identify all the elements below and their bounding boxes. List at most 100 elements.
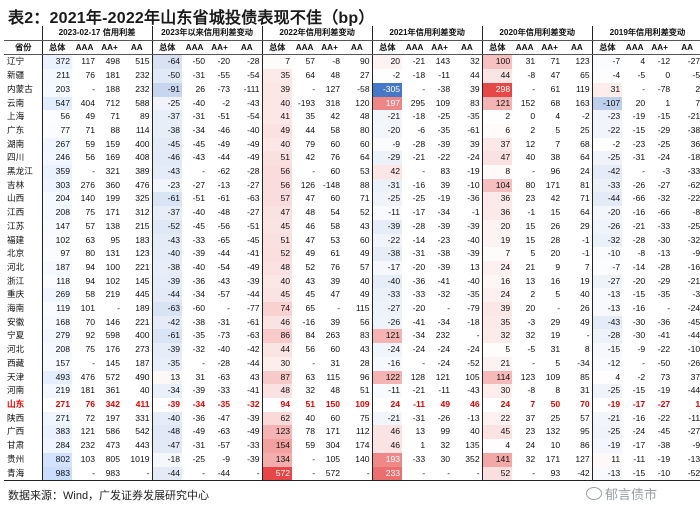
value-cell: 169 bbox=[105, 152, 120, 163]
value-cell: - bbox=[312, 357, 316, 368]
value-cell: -27 bbox=[371, 302, 403, 316]
value-cell: -15 bbox=[632, 385, 646, 396]
value-cell: -19 bbox=[591, 397, 623, 412]
value-cell: -26 bbox=[371, 315, 403, 330]
value-cell: 123 bbox=[520, 371, 536, 382]
value-cell: -40 bbox=[467, 234, 480, 245]
value-cell: -35 bbox=[217, 398, 231, 409]
data-source-note: 数据来源：Wind，广发证券发展研究中心 bbox=[8, 490, 210, 502]
value-cell: -19 bbox=[632, 111, 646, 122]
value-cell: 126 bbox=[300, 179, 316, 190]
value-cell: -63 bbox=[151, 302, 183, 316]
value-cell: 51 bbox=[261, 233, 293, 248]
value-cell: 7 bbox=[261, 54, 293, 70]
value-cell: 79 bbox=[305, 138, 316, 149]
value-cell: 5 bbox=[530, 248, 536, 259]
value-cell: 100 bbox=[481, 54, 513, 70]
table-row: 福建 102 63 95 183 -43 -33 -65 -45 51 47 53 60 -22 -14 -2… bbox=[4, 233, 700, 248]
value-cell: 58 bbox=[85, 289, 95, 300]
value-cell: -39 bbox=[247, 275, 260, 286]
value-cell: 105 bbox=[325, 453, 341, 464]
table-row: 湖南 267 59 159 400 -45 -45 -49 -49 40 79 60 60 -9 -28 -3… bbox=[4, 137, 700, 152]
province-cell: 浙江 bbox=[4, 274, 42, 289]
value-cell: -24 bbox=[467, 344, 480, 355]
value-cell: -10 bbox=[591, 247, 623, 261]
value-cell: 96 bbox=[360, 371, 370, 382]
value-cell: - bbox=[342, 466, 373, 482]
value-cell: 40 bbox=[261, 137, 293, 152]
value-cell: -33 bbox=[371, 288, 403, 303]
value-cell: 49 bbox=[261, 123, 293, 138]
value-cell: -44 bbox=[151, 466, 183, 482]
province-cell: 安徽 bbox=[4, 315, 42, 330]
value-cell: - bbox=[232, 466, 263, 482]
province-cell: 甘肃 bbox=[4, 439, 42, 453]
value-cell: 493 bbox=[41, 370, 72, 385]
value-cell: 276 bbox=[80, 179, 95, 190]
value-cell: 65 bbox=[580, 70, 590, 81]
sub-header: 总体 bbox=[371, 40, 403, 56]
value-cell: 232 bbox=[135, 70, 150, 81]
value-cell: 43 bbox=[360, 220, 370, 231]
group-header-row: 2023-02-17 信用利差 2023年以来信用利差变动 2022年信用利差变动 2… bbox=[4, 26, 700, 41]
value-cell: -20 bbox=[412, 303, 426, 314]
value-cell: 318 bbox=[325, 97, 341, 108]
value-cell: -34 bbox=[192, 289, 206, 300]
value-cell: 181 bbox=[80, 385, 95, 396]
value-cell: 35 bbox=[481, 315, 513, 330]
value-cell: 24 bbox=[481, 397, 513, 412]
value-cell: -7 bbox=[591, 54, 623, 70]
value-cell: -23 bbox=[151, 178, 183, 193]
value-cell: 56 bbox=[261, 178, 293, 193]
value-cell: -13 bbox=[467, 412, 480, 423]
province-cell: 河南 bbox=[4, 384, 42, 398]
value-cell: -11 bbox=[633, 453, 646, 464]
value-cell: - bbox=[642, 83, 646, 94]
table-row: 甘肃 284 232 473 443 -47 -31 -57 -33 154 59 304 174 46 1… bbox=[4, 439, 700, 453]
value-cell: 30 bbox=[481, 384, 513, 398]
value-cell: -20 bbox=[371, 123, 403, 138]
value-cell: 49 bbox=[360, 289, 370, 300]
value-cell: 372 bbox=[41, 54, 72, 70]
sub-header: AA bbox=[232, 40, 263, 56]
table-row: 海南 119 101-189 -63 -60- -77 74 65-115 -27 -20- -79… bbox=[4, 302, 700, 316]
value-cell: 138 bbox=[105, 220, 120, 231]
value-cell: 47 bbox=[550, 70, 561, 81]
value-cell: 208 bbox=[41, 343, 72, 357]
value-cell: 171 bbox=[545, 179, 561, 190]
value-cell: 64 bbox=[360, 152, 370, 163]
value-cell: 26 bbox=[580, 303, 590, 314]
table-row: 吉林 303 276 360 476 -23 -27 -13 -27 56 126 -148 88 -31… bbox=[4, 178, 700, 193]
value-cell: 83 bbox=[440, 166, 451, 177]
value-cell: - bbox=[337, 303, 341, 314]
table-row: 西藏 157-145 187 -35- -28 -44 30-31 28 -16- -24 -52 2… bbox=[4, 356, 700, 371]
value-cell: -17 bbox=[412, 207, 426, 218]
value-cell: 99 bbox=[440, 426, 451, 437]
value-cell: - bbox=[642, 166, 646, 177]
value-cell: - bbox=[452, 466, 483, 482]
value-cell: 400 bbox=[135, 138, 150, 149]
value-cell: -31 bbox=[371, 178, 403, 193]
value-cell: - bbox=[292, 466, 318, 482]
value-cell: -51 bbox=[217, 111, 231, 122]
watermark: 郁言债市 bbox=[586, 484, 657, 503]
value-cell: 70 bbox=[85, 316, 95, 327]
value-cell: 40 bbox=[139, 385, 150, 396]
value-cell: 7 bbox=[481, 247, 513, 261]
value-cell: 29 bbox=[580, 220, 590, 231]
value-cell: 197 bbox=[105, 412, 120, 423]
value-cell: -29 bbox=[657, 275, 671, 286]
value-cell: -18 bbox=[412, 111, 426, 122]
table-row: 贵州 802 103 805 1019 -18 -25 -9 -39 134-105 140 193-… bbox=[4, 452, 700, 467]
value-cell: -21 bbox=[687, 111, 700, 122]
value-cell: -48 bbox=[151, 425, 183, 440]
value-cell: 88 bbox=[360, 179, 370, 190]
value-cell: 498 bbox=[105, 56, 120, 67]
value-cell: 40 bbox=[305, 412, 316, 423]
value-cell: -13 bbox=[657, 248, 671, 259]
value-cell: 13 bbox=[470, 261, 480, 272]
value-cell: -32 bbox=[247, 398, 260, 409]
table-row: 浙江 118 94 102 145 -39 -36 -43 -39 40 43 39 40 -40 -36-… bbox=[4, 274, 700, 289]
value-cell: 45 bbox=[261, 288, 293, 303]
value-cell: 219 bbox=[41, 384, 72, 398]
